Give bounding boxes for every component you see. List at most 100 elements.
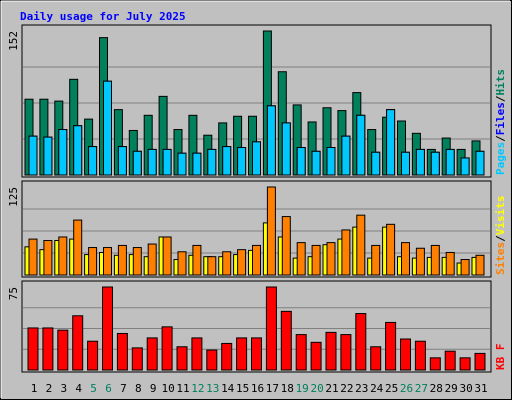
x-tick-label: 17 bbox=[266, 382, 279, 395]
bar bbox=[42, 327, 54, 371]
x-tick-label: 25 bbox=[385, 382, 398, 395]
legend-entry: Hits bbox=[494, 69, 507, 96]
bar bbox=[192, 152, 202, 176]
x-tick-label: 5 bbox=[90, 382, 97, 395]
bar bbox=[415, 148, 425, 176]
bar bbox=[103, 80, 112, 176]
bar bbox=[57, 329, 69, 371]
bar bbox=[265, 286, 277, 371]
bar bbox=[325, 331, 337, 371]
y-tick-label: 125 bbox=[7, 187, 20, 207]
bar bbox=[28, 135, 38, 176]
bar bbox=[116, 332, 128, 371]
bar bbox=[177, 251, 187, 276]
x-tick-label: 30 bbox=[459, 382, 472, 395]
bar bbox=[132, 150, 142, 176]
bar bbox=[445, 251, 455, 276]
x-tick-label: 3 bbox=[60, 382, 67, 395]
legend-entry: Visits bbox=[494, 196, 507, 236]
bar bbox=[252, 244, 261, 276]
bar bbox=[237, 249, 247, 276]
x-tick-label: 15 bbox=[236, 382, 249, 395]
x-tick-label: 18 bbox=[281, 382, 294, 395]
x-tick-label: 13 bbox=[206, 382, 219, 395]
bar bbox=[131, 347, 143, 371]
x-tick-label: 6 bbox=[105, 382, 112, 395]
x-tick-label: 31 bbox=[474, 382, 487, 395]
legend-separator: / bbox=[494, 95, 507, 102]
bar bbox=[266, 186, 276, 276]
bar bbox=[311, 150, 321, 176]
y-tick-label: 75 bbox=[7, 287, 20, 300]
x-tick-label: 11 bbox=[176, 382, 189, 395]
bar bbox=[386, 223, 396, 276]
bar bbox=[474, 352, 486, 371]
x-tick-label: 26 bbox=[400, 382, 413, 395]
legend-separator: / bbox=[494, 235, 507, 242]
bar bbox=[221, 342, 233, 371]
x-tick-label: 22 bbox=[340, 382, 353, 395]
x-tick-label: 12 bbox=[191, 382, 204, 395]
bar bbox=[401, 242, 410, 276]
bar bbox=[206, 349, 218, 371]
bar bbox=[326, 147, 336, 176]
x-tick-label: 4 bbox=[75, 382, 82, 395]
bar bbox=[444, 350, 456, 371]
x-tick-label: 19 bbox=[296, 382, 309, 395]
bar bbox=[415, 247, 425, 276]
legend-entry: KB F bbox=[494, 344, 507, 371]
x-tick-label: 23 bbox=[355, 382, 368, 395]
x-tick-label: 1 bbox=[31, 382, 38, 395]
bar bbox=[236, 337, 248, 371]
bar bbox=[266, 105, 276, 176]
x-tick-label: 29 bbox=[445, 382, 458, 395]
bar bbox=[371, 244, 381, 276]
bar bbox=[370, 346, 382, 371]
x-tick-label: 10 bbox=[161, 382, 174, 395]
bar bbox=[355, 313, 367, 371]
bar bbox=[43, 240, 53, 276]
bar bbox=[28, 238, 38, 276]
x-tick-label: 9 bbox=[150, 382, 157, 395]
x-tick-label: 2 bbox=[46, 382, 53, 395]
bar bbox=[58, 236, 68, 276]
bar bbox=[311, 244, 321, 276]
bar bbox=[207, 256, 217, 276]
legend-entry: Files bbox=[494, 102, 507, 135]
bar bbox=[430, 244, 440, 276]
bar bbox=[371, 151, 381, 176]
bar bbox=[147, 148, 157, 176]
bar bbox=[430, 151, 440, 176]
bar bbox=[252, 141, 261, 176]
bar bbox=[147, 243, 157, 276]
bar bbox=[401, 151, 410, 176]
bar bbox=[103, 247, 112, 276]
legend: Sites/Visits bbox=[494, 196, 507, 276]
bar bbox=[460, 157, 470, 176]
bar bbox=[177, 152, 187, 176]
y-tick-label: 152 bbox=[7, 31, 20, 51]
bar bbox=[73, 219, 83, 276]
bar bbox=[117, 244, 127, 276]
bar bbox=[326, 242, 336, 276]
bar bbox=[146, 337, 158, 371]
bar bbox=[207, 148, 217, 176]
bar bbox=[356, 114, 366, 176]
bar bbox=[385, 321, 397, 371]
bar bbox=[341, 229, 351, 276]
legend: KB F bbox=[494, 344, 507, 371]
bar bbox=[176, 346, 188, 371]
legend-entry: Sites bbox=[494, 242, 507, 275]
legend-separator: / bbox=[494, 135, 507, 142]
bar bbox=[72, 315, 84, 371]
bar bbox=[356, 214, 366, 276]
bar bbox=[341, 135, 351, 176]
bar bbox=[445, 148, 455, 176]
bar bbox=[296, 147, 306, 176]
bar bbox=[386, 109, 396, 176]
bar bbox=[88, 247, 98, 276]
bar bbox=[295, 334, 307, 371]
bar bbox=[475, 254, 485, 276]
bar bbox=[87, 340, 99, 371]
bar bbox=[43, 136, 53, 176]
